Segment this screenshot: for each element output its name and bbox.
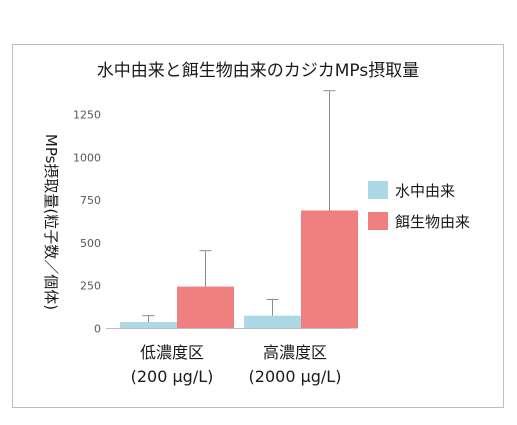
y-tick-label: 0 xyxy=(94,323,101,336)
y-axis-label: MPs摂取量(粒子数／個体) xyxy=(42,134,60,310)
bars-group xyxy=(120,210,358,329)
category-sublabel-0: (200 μg/L) xyxy=(131,367,214,386)
category-sublabel-1: (2000 μg/L) xyxy=(249,367,342,386)
bar-prey-0 xyxy=(177,286,234,329)
y-tick-label: 1250 xyxy=(73,109,101,122)
bar-prey-1 xyxy=(301,210,358,329)
legend-swatch-0 xyxy=(368,181,388,199)
category-label-1: 高濃度区 xyxy=(263,343,327,362)
chart-frame xyxy=(12,44,504,408)
legend-swatch-1 xyxy=(368,212,388,230)
y-tick-label: 750 xyxy=(80,194,101,207)
y-tick-label: 1000 xyxy=(73,151,101,164)
category-labels: 低濃度区 (200 μg/L) 高濃度区 (2000 μg/L) xyxy=(131,343,342,386)
chart-title: 水中由来と餌生物由来のカジカMPs摂取量 xyxy=(97,61,419,81)
y-tick-label: 500 xyxy=(80,237,101,250)
legend-label-0: 水中由来 xyxy=(395,182,455,200)
y-axis-ticks: 0 250 500 750 1000 1250 xyxy=(73,109,101,336)
bar-water-0 xyxy=(120,321,177,329)
category-label-0: 低濃度区 xyxy=(140,343,204,362)
error-bars-group xyxy=(142,90,336,322)
y-tick-label: 250 xyxy=(80,280,101,293)
bar-water-1 xyxy=(244,315,301,329)
legend-label-1: 餌生物由来 xyxy=(395,213,470,231)
